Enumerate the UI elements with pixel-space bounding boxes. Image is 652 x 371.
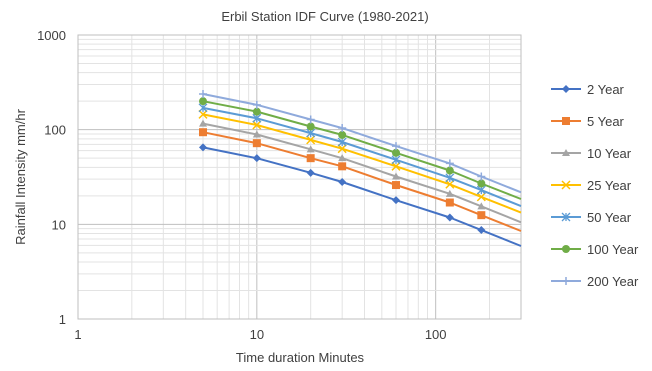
x-tick-labels: 1 10 100 bbox=[74, 327, 446, 342]
y-tick-label: 1000 bbox=[37, 28, 66, 43]
data-point bbox=[562, 245, 570, 253]
data-point bbox=[391, 181, 400, 190]
series-25-year bbox=[198, 109, 522, 214]
series-line bbox=[202, 106, 522, 208]
series-5-year bbox=[199, 128, 522, 232]
legend-label: 5 Year bbox=[587, 114, 625, 129]
data-point bbox=[391, 161, 401, 171]
data-point bbox=[338, 162, 347, 171]
data-point bbox=[561, 180, 571, 190]
data-point bbox=[477, 179, 486, 188]
x-tick-label: 1 bbox=[74, 327, 81, 342]
data-point bbox=[252, 120, 262, 130]
grid-lines bbox=[77, 35, 522, 320]
data-point bbox=[391, 196, 400, 205]
data-point bbox=[445, 189, 454, 197]
chart-title: Erbil Station IDF Curve (1980-2021) bbox=[221, 9, 428, 24]
data-point bbox=[477, 211, 486, 220]
legend-label: 2 Year bbox=[587, 82, 625, 97]
data-point bbox=[391, 172, 400, 180]
data-point bbox=[477, 202, 486, 210]
legend-label: 10 Year bbox=[587, 146, 632, 161]
data-point bbox=[391, 155, 401, 165]
legend-entry: 25 Year bbox=[551, 178, 632, 193]
legend-entry: 50 Year bbox=[551, 210, 632, 225]
plot-area-border bbox=[77, 34, 522, 320]
legend-entry: 10 Year bbox=[551, 146, 632, 161]
series-200-year bbox=[199, 90, 522, 194]
data-point bbox=[198, 103, 208, 113]
data-point bbox=[199, 119, 208, 127]
data-point bbox=[562, 149, 570, 156]
data-point bbox=[199, 143, 208, 152]
data-point bbox=[338, 124, 347, 133]
x-axis-label: Time duration Minutes bbox=[236, 350, 365, 365]
x-tick-label: 100 bbox=[425, 327, 447, 342]
series-lines bbox=[198, 90, 522, 247]
series-100-year bbox=[199, 97, 522, 200]
data-point bbox=[477, 172, 486, 181]
legend-label: 25 Year bbox=[587, 178, 632, 193]
data-point bbox=[306, 145, 315, 153]
data-point bbox=[338, 178, 347, 187]
data-point bbox=[445, 159, 454, 168]
data-point bbox=[306, 168, 315, 177]
data-point bbox=[252, 154, 261, 163]
series-line bbox=[202, 146, 522, 247]
data-point bbox=[198, 109, 208, 119]
series-10-year bbox=[199, 119, 522, 224]
data-point bbox=[337, 137, 347, 147]
data-point bbox=[199, 90, 208, 99]
data-point bbox=[445, 213, 454, 222]
data-point bbox=[252, 139, 261, 148]
y-tick-label: 10 bbox=[52, 217, 66, 232]
data-point bbox=[445, 198, 454, 207]
data-point bbox=[391, 148, 400, 157]
legend-label: 200 Year bbox=[587, 274, 639, 289]
y-tick-label: 100 bbox=[44, 123, 66, 138]
y-axis-label: Rainfall Intensity mm/hr bbox=[13, 108, 28, 244]
series-50-year bbox=[198, 103, 522, 208]
series-line bbox=[202, 131, 522, 232]
legend-entry: 5 Year bbox=[551, 114, 625, 129]
series-line bbox=[202, 100, 522, 200]
data-point bbox=[252, 130, 261, 138]
data-point bbox=[306, 115, 315, 124]
data-point bbox=[562, 277, 570, 285]
legend-entry: 2 Year bbox=[551, 82, 625, 97]
data-point bbox=[337, 144, 347, 154]
series-line bbox=[202, 93, 522, 194]
legend: 2 Year 5 Year 10 Year 25 Year 50 Year 100 Yea… bbox=[551, 82, 639, 289]
legend-label: 50 Year bbox=[587, 210, 632, 225]
data-point bbox=[306, 122, 315, 131]
data-point bbox=[561, 212, 571, 222]
data-point bbox=[306, 154, 315, 163]
data-point bbox=[562, 117, 570, 125]
x-tick-label: 10 bbox=[250, 327, 264, 342]
data-point bbox=[338, 130, 347, 139]
data-point bbox=[252, 100, 261, 109]
y-tick-label: 1 bbox=[59, 312, 66, 327]
data-point bbox=[476, 192, 486, 202]
y-tick-labels: 1 10 100 1000 bbox=[37, 28, 66, 327]
data-point bbox=[477, 226, 486, 235]
series-line bbox=[202, 113, 522, 214]
data-point bbox=[199, 128, 208, 137]
data-point bbox=[445, 173, 455, 183]
data-point bbox=[306, 135, 316, 145]
legend-entry: 200 Year bbox=[551, 274, 639, 289]
data-point bbox=[445, 166, 454, 175]
data-point bbox=[252, 107, 261, 116]
data-point bbox=[199, 97, 208, 106]
series-2-year bbox=[199, 143, 522, 247]
series-line bbox=[202, 122, 522, 224]
data-point bbox=[562, 85, 570, 93]
legend-label: 100 Year bbox=[587, 242, 639, 257]
legend-entry: 100 Year bbox=[551, 242, 639, 257]
data-point bbox=[338, 154, 347, 162]
data-point bbox=[445, 179, 455, 189]
data-point bbox=[391, 142, 400, 151]
